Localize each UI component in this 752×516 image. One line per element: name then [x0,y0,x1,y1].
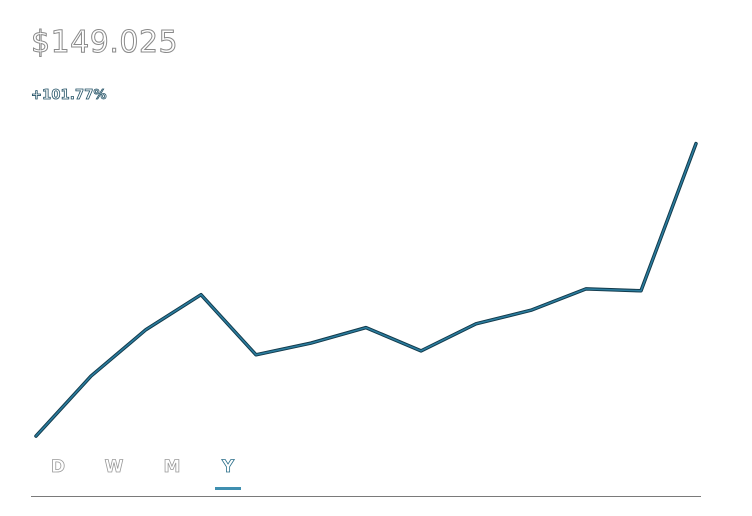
price-value: $149.025 [30,25,179,60]
tab-month-label: M [163,457,181,477]
tab-month[interactable]: M [159,457,185,489]
tab-day-label: D [50,457,66,477]
range-tab-bar: D W M Y [31,455,701,497]
price-line [35,142,697,437]
price-chart [34,141,698,438]
tab-year[interactable]: Y [215,457,241,490]
tab-year-indicator [215,487,241,490]
price-change-percent: +101.77% [31,88,107,103]
tab-year-label: Y [221,457,235,477]
tab-day[interactable]: D [45,457,71,489]
tab-week-label: W [104,457,124,477]
tab-week[interactable]: W [101,457,127,489]
